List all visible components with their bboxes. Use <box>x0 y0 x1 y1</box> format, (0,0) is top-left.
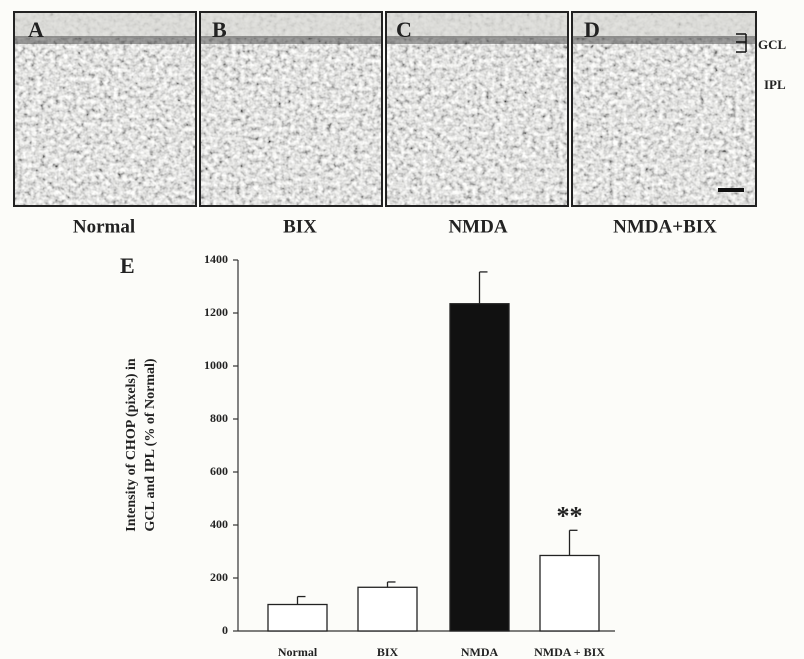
panel-caption: BIX <box>283 216 317 237</box>
panel-letter: B <box>212 17 227 42</box>
micrograph: C <box>386 12 568 206</box>
panel-caption: NMDA+BIX <box>613 216 717 237</box>
y-tick-label: 1000 <box>204 358 228 372</box>
micrograph: D <box>572 12 756 206</box>
y-axis-label: Intensity of CHOP (pixels) in <box>124 358 139 532</box>
panel-letter: C <box>396 17 412 42</box>
x-tick-label: NMDA + BIX <box>534 645 605 659</box>
page: {"panels": [{"letter": "A", "label": "No… <box>0 0 804 659</box>
y-axis-label: GCL and IPL (% of Normal) <box>143 358 158 531</box>
x-tick-label: BIX <box>377 645 399 659</box>
micrograph: B <box>200 12 382 206</box>
panel-caption: Normal <box>73 216 135 237</box>
layer-label: GCL <box>758 37 787 52</box>
micrograph: A <box>14 12 196 206</box>
panel-letter: A <box>28 17 44 42</box>
bar <box>268 605 327 632</box>
layer-label: IPL <box>764 77 786 92</box>
y-tick-label: 600 <box>210 464 228 478</box>
y-tick-label: 800 <box>210 411 228 425</box>
bar <box>540 555 599 631</box>
y-tick-label: 1400 <box>204 252 228 266</box>
x-tick-label: NMDA <box>461 645 499 659</box>
panel-caption: NMDA <box>448 216 507 237</box>
y-tick-label: 400 <box>210 517 228 531</box>
significance-mark: ** <box>557 501 583 530</box>
panel-letter: E <box>120 253 135 278</box>
y-tick-label: 200 <box>210 570 228 584</box>
x-tick-label: Normal <box>278 645 318 659</box>
bar <box>358 587 417 631</box>
panel-letter: D <box>584 17 600 42</box>
figure: A B C D GCL IPL Normal BIX NMDA <box>0 0 804 659</box>
y-tick-label: 0 <box>222 623 228 637</box>
scale-bar <box>718 188 744 192</box>
y-tick-label: 1200 <box>204 305 228 319</box>
micrographs: A B C D GCL IPL Normal BIX NMDA <box>14 12 787 237</box>
bar <box>450 304 509 631</box>
